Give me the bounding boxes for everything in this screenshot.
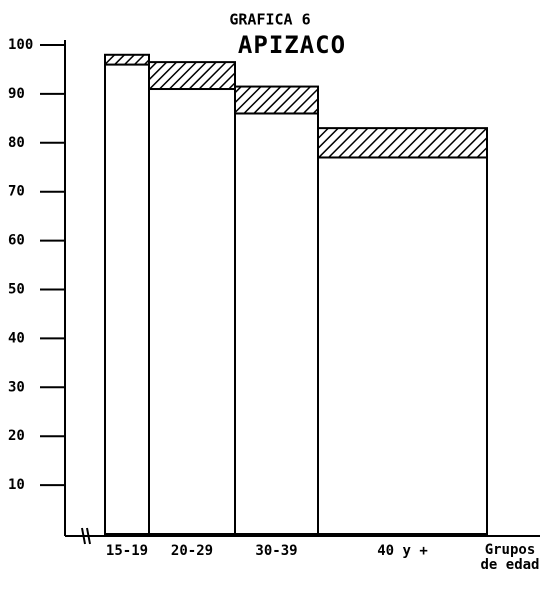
x-axis-label: de edad <box>480 557 539 573</box>
bar-segment-hatched <box>317 127 488 159</box>
y-tick-label: 60 <box>8 233 25 249</box>
bar-segment <box>104 63 150 535</box>
axis-break <box>86 527 91 545</box>
y-tick-label: 20 <box>8 428 25 444</box>
bar-segment <box>317 156 488 535</box>
x-tick-label: 20-29 <box>171 543 213 559</box>
chart-title: GRAFICA 6 <box>229 11 310 29</box>
y-tick-label: 50 <box>8 282 25 298</box>
y-tick-label: 10 <box>8 477 25 493</box>
bar-segment <box>234 112 319 536</box>
x-tick-label: 30-39 <box>255 543 297 559</box>
x-tick-label: 15-19 <box>106 543 148 559</box>
y-tick-label: 90 <box>8 86 25 102</box>
y-tick-label: 70 <box>8 184 25 200</box>
bar-segment-hatched <box>148 61 236 91</box>
y-tick-label: 80 <box>8 135 25 151</box>
bar-segment-hatched <box>104 53 150 66</box>
x-axis-label: Grupos <box>485 542 536 558</box>
axis-break <box>81 527 86 545</box>
bar-segment <box>148 88 236 535</box>
x-tick-label: 40 y + <box>377 543 428 559</box>
y-tick-label: 40 <box>8 330 25 346</box>
chart-subtitle: APIZACO <box>238 31 346 59</box>
bar-segment-hatched <box>234 85 319 115</box>
y-tick-label: 30 <box>8 379 25 395</box>
y-tick-label: 100 <box>8 37 33 53</box>
